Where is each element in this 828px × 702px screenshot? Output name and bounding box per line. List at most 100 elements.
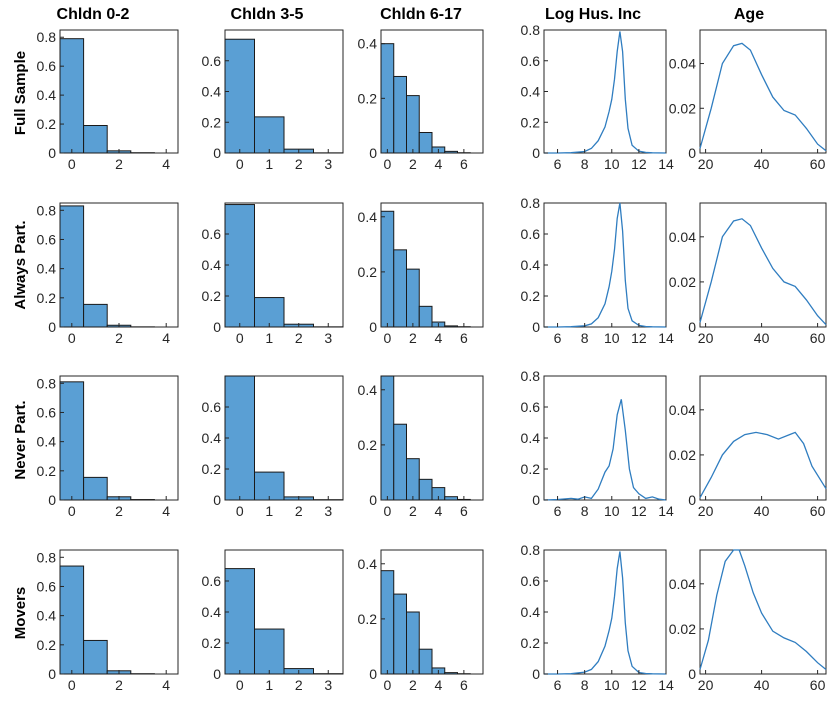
x-tick-label: 0 bbox=[68, 677, 76, 693]
y-tick-label: 0.6 bbox=[37, 578, 57, 594]
panel-r3-c2: 0 2 4 6 0 0.2 0.4 bbox=[358, 549, 484, 693]
x-tick-label: 6 bbox=[460, 503, 468, 519]
y-tick-label: 0 bbox=[369, 492, 377, 508]
x-tick-label: 12 bbox=[631, 156, 647, 172]
panel-r2-c1: 0 1 2 3 0 0.2 0.4 0.6 bbox=[202, 375, 344, 519]
y-tick-label: 0.2 bbox=[358, 611, 378, 627]
density-curve bbox=[699, 42, 827, 152]
x-tick-label: 8 bbox=[581, 330, 589, 346]
bar bbox=[254, 628, 285, 675]
bar bbox=[224, 568, 255, 675]
y-tick-label: 0.8 bbox=[521, 368, 541, 384]
x-tick-label: 60 bbox=[810, 677, 826, 693]
panel-r2-c4: 20 40 60 0 0.02 0.04 bbox=[669, 375, 827, 519]
panel-r3-c0: 0 2 4 0 0.2 0.4 0.6 0.8 bbox=[37, 549, 179, 693]
axes-box bbox=[699, 549, 827, 675]
y-tick-label: 0 bbox=[532, 492, 540, 508]
bar bbox=[83, 476, 108, 501]
y-tick-label: 0 bbox=[532, 319, 540, 335]
y-tick-label: 0.6 bbox=[521, 53, 541, 69]
y-tick-label: 0.4 bbox=[358, 556, 378, 572]
bar bbox=[393, 423, 407, 501]
y-tick-label: 0.02 bbox=[669, 621, 696, 637]
y-tick-label: 0 bbox=[688, 145, 696, 161]
y-tick-label: 0 bbox=[532, 666, 540, 682]
panel-r2-c0: 0 2 4 0 0.2 0.4 0.6 0.8 bbox=[37, 375, 179, 519]
bar bbox=[444, 150, 458, 154]
x-tick-label: 4 bbox=[434, 330, 442, 346]
axes-box bbox=[699, 29, 827, 154]
x-tick-label: 14 bbox=[658, 503, 674, 519]
x-tick-label: 8 bbox=[581, 503, 589, 519]
axes-box bbox=[699, 375, 827, 501]
y-tick-label: 0.2 bbox=[37, 463, 57, 479]
column-title-log-husband-income: Log Hus. Inc bbox=[545, 6, 641, 23]
axes-box bbox=[543, 29, 667, 154]
y-tick-label: 0.6 bbox=[521, 226, 541, 242]
y-tick-label: 0.2 bbox=[202, 461, 222, 477]
x-tick-label: 2 bbox=[115, 156, 123, 172]
x-tick-label: 2 bbox=[115, 503, 123, 519]
bar bbox=[224, 375, 255, 501]
bar bbox=[224, 204, 255, 328]
y-tick-label: 0.02 bbox=[669, 100, 696, 116]
y-tick-label: 0.6 bbox=[37, 58, 57, 74]
bar bbox=[83, 125, 108, 154]
y-tick-label: 0 bbox=[48, 666, 56, 682]
x-tick-label: 10 bbox=[604, 503, 620, 519]
y-tick-label: 0.2 bbox=[37, 116, 57, 132]
y-tick-label: 0.2 bbox=[358, 264, 378, 280]
y-tick-label: 0.8 bbox=[37, 549, 57, 565]
bar bbox=[406, 268, 420, 328]
bar bbox=[59, 565, 85, 675]
panel-r1-c3: 6 8 10 12 14 0 0.2 0.4 0.6 0.8 bbox=[521, 195, 674, 346]
x-tick-label: 0 bbox=[383, 677, 391, 693]
x-tick-label: 40 bbox=[754, 677, 770, 693]
bar bbox=[418, 132, 433, 154]
x-tick-label: 12 bbox=[631, 677, 647, 693]
x-tick-label: 4 bbox=[434, 156, 442, 172]
y-tick-label: 0 bbox=[688, 492, 696, 508]
x-tick-label: 3 bbox=[324, 330, 332, 346]
bar bbox=[254, 116, 285, 154]
x-tick-label: 0 bbox=[68, 156, 76, 172]
x-tick-label: 40 bbox=[754, 503, 770, 519]
y-tick-label: 0 bbox=[213, 145, 221, 161]
x-tick-label: 2 bbox=[295, 330, 303, 346]
x-tick-label: 0 bbox=[236, 677, 244, 693]
y-tick-label: 0.02 bbox=[669, 274, 696, 290]
y-tick-label: 0 bbox=[48, 145, 56, 161]
y-tick-label: 0 bbox=[688, 666, 696, 682]
density-curve bbox=[699, 549, 827, 671]
x-tick-label: 2 bbox=[409, 503, 417, 519]
y-tick-label: 0.4 bbox=[202, 604, 222, 620]
x-tick-label: 6 bbox=[554, 330, 562, 346]
x-tick-label: 0 bbox=[236, 503, 244, 519]
x-tick-label: 2 bbox=[295, 156, 303, 172]
y-tick-label: 0 bbox=[532, 145, 540, 161]
bar bbox=[59, 381, 85, 501]
x-tick-label: 0 bbox=[383, 503, 391, 519]
x-tick-label: 6 bbox=[460, 330, 468, 346]
x-tick-label: 0 bbox=[68, 330, 76, 346]
y-tick-label: 0.4 bbox=[358, 382, 378, 398]
y-tick-label: 0.4 bbox=[521, 604, 541, 620]
x-tick-label: 12 bbox=[631, 503, 647, 519]
x-tick-label: 2 bbox=[115, 677, 123, 693]
x-tick-label: 2 bbox=[295, 677, 303, 693]
bar bbox=[254, 471, 285, 501]
y-tick-label: 0 bbox=[213, 319, 221, 335]
x-tick-label: 12 bbox=[631, 330, 647, 346]
density-curve bbox=[699, 431, 827, 499]
bar bbox=[380, 570, 395, 675]
y-tick-label: 0.04 bbox=[669, 56, 696, 72]
x-tick-label: 4 bbox=[162, 156, 170, 172]
panel-r2-c2: 0 2 4 6 0 0.2 0.4 bbox=[358, 375, 484, 519]
y-tick-label: 0.2 bbox=[521, 288, 541, 304]
y-tick-label: 0 bbox=[369, 666, 377, 682]
bar bbox=[444, 496, 458, 501]
panels: 0 2 400.20.40.60.80 1 2 300.20.40.60 2 4 600.20.… bbox=[37, 22, 827, 693]
bar bbox=[83, 303, 108, 328]
x-tick-label: 3 bbox=[324, 677, 332, 693]
density-curve bbox=[544, 551, 667, 675]
